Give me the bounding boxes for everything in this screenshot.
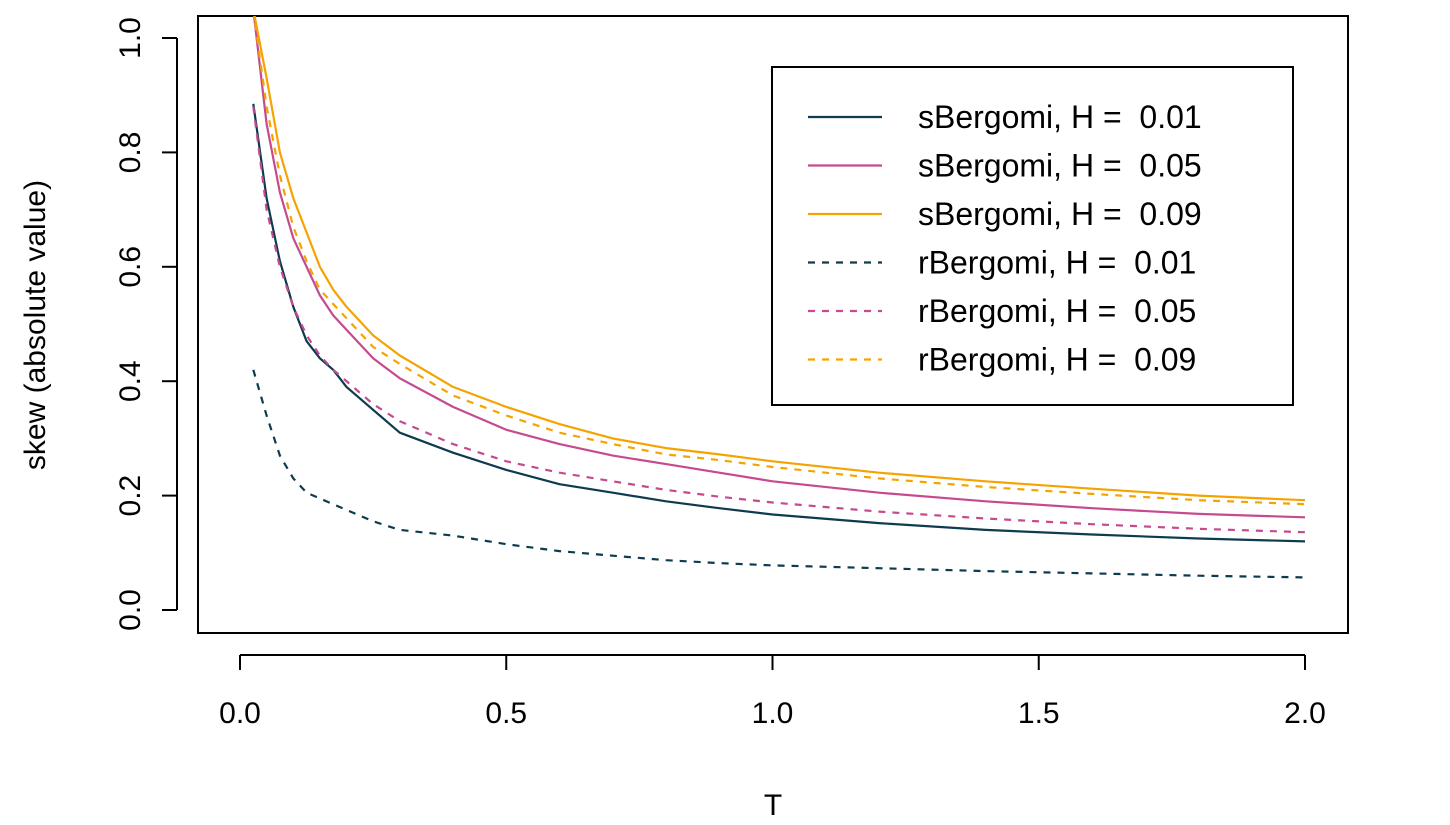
x-tick-label: 1.5 [1018,697,1060,730]
y-tick-label: 0.8 [114,132,147,174]
legend-label: rBergomi, H = 0.09 [918,342,1196,378]
x-tick-label: 0.5 [485,697,527,730]
legend-label: rBergomi, H = 0.05 [918,293,1196,329]
y-tick-label: 0.4 [114,360,147,402]
x-tick-label: 1.0 [752,697,794,730]
legend-label: rBergomi, H = 0.01 [918,245,1196,281]
y-tick-label: 0.6 [114,246,147,288]
legend-box [771,66,1294,406]
series-line [252,103,1306,543]
y-tick-label: 0.2 [114,475,147,517]
y-axis-title: skew (absolute value) [19,180,52,470]
series-line [252,369,1306,579]
series-line [252,16,1306,519]
x-tick-label: 2.0 [1284,697,1326,730]
y-tick-label: 1.0 [114,17,147,59]
legend-label: sBergomi, H = 0.05 [918,148,1202,184]
x-tick-label: 0.0 [219,697,261,730]
series-line [252,106,1306,534]
y-tick-label: 0.0 [114,589,147,631]
legend-label: sBergomi, H = 0.09 [918,196,1202,232]
legend-label: sBergomi, H = 0.01 [918,99,1202,135]
series-line [253,16,1306,502]
plot-frame [197,15,1349,634]
series-line [253,16,1306,506]
x-axis-title: T [764,789,782,822]
legend: sBergomi, H = 0.01 sBergomi, H = 0.05 sBer… [771,66,1294,406]
